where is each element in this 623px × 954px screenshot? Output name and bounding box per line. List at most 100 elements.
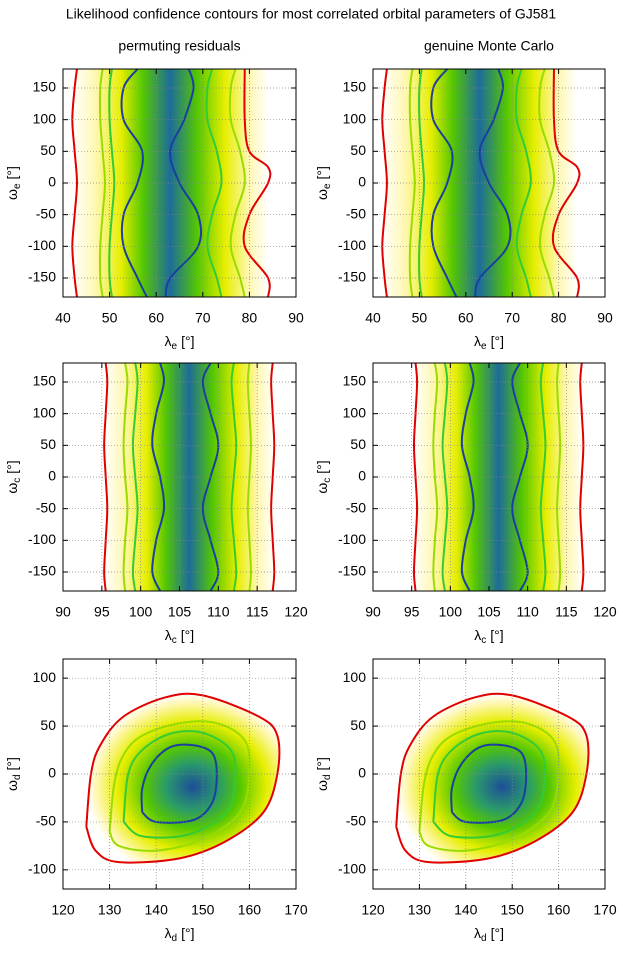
x-tick-label: 60 [458,310,474,326]
x-axis-label: λd [°] [474,925,504,944]
plot-area [381,69,581,297]
x-tick-label: 90 [288,310,304,326]
y-axis-unit: [°] [314,460,330,473]
figure-title: Likelihood confidence contours for most … [66,6,556,22]
plot-area [395,692,590,864]
y-axis-subscript: e [12,183,23,189]
x-axis-subscript: c [172,635,177,646]
y-tick-label: 50 [350,436,366,452]
contour-line [441,363,449,591]
y-tick-label: 150 [33,79,57,95]
y-tick-label: 100 [33,404,57,420]
x-axis-label: λc [°] [165,627,194,646]
x-axis-symbol: λ [165,627,172,643]
contour-line [432,730,547,839]
y-axis-symbol: ω [4,483,20,494]
y-tick-label: 50 [40,436,56,452]
panel-title: genuine Monte Carlo [424,38,554,54]
y-axis-label: ωe [°] [4,166,23,200]
x-tick-label: 60 [148,310,164,326]
x-tick-label: 160 [238,902,262,918]
x-tick-label: 150 [501,902,525,918]
y-tick-label: 100 [33,669,57,685]
x-axis-unit: [°] [181,333,194,349]
contour-line [122,363,129,591]
contour-line [85,692,281,864]
plot-area [412,363,585,591]
y-axis-subscript: d [12,774,23,780]
x-axis-symbol: λ [474,925,481,941]
x-tick-label: 90 [597,310,613,326]
x-tick-label: 40 [55,310,71,326]
contour-line [242,69,272,297]
y-tick-label: 0 [358,765,366,781]
x-axis-symbol: λ [165,333,172,349]
y-axis-symbol: ω [314,189,330,200]
y-axis-label: ωd [°] [4,757,23,791]
y-tick-label: -50 [346,813,366,829]
contour-line [514,69,532,297]
y-tick-label: 100 [343,669,367,685]
y-axis-unit: [°] [4,166,20,179]
x-tick-label: 170 [284,902,308,918]
x-axis-unit: [°] [491,333,504,349]
contour-line [164,69,203,297]
x-axis-label: λe [°] [165,333,195,352]
y-axis-subscript: c [322,478,333,483]
panel: 90 95 100 105 110 115 120 -150 -100 -50 0 50 100 150 λ… [314,362,617,646]
y-tick-label: 50 [40,717,56,733]
x-tick-label: 50 [102,310,118,326]
x-axis-subscript: d [172,933,178,944]
y-tick-label: 0 [358,468,366,484]
x-axis-symbol: λ [165,925,172,941]
contour-line [408,69,416,297]
y-axis-subscript: e [322,183,333,189]
contour-line [381,69,388,297]
density [86,693,280,863]
x-axis-unit: [°] [491,925,504,941]
contour-line [71,69,78,297]
x-tick-label: 160 [547,902,571,918]
y-axis-subscript: d [322,774,333,780]
x-axis-symbol: λ [474,627,481,643]
x-axis-subscript: e [172,341,178,352]
y-tick-label: 100 [343,110,367,126]
x-tick-label: 105 [477,604,501,620]
x-tick-label: 70 [195,310,211,326]
y-axis-label: ωc [°] [314,460,333,493]
x-axis-label: λc [°] [474,627,503,646]
contour-line [556,363,562,591]
y-tick-label: -100 [28,531,56,547]
x-tick-label: 80 [551,310,567,326]
y-tick-label: 0 [48,765,56,781]
density [72,69,269,297]
y-tick-label: 100 [343,404,367,420]
x-axis-unit: [°] [181,627,194,643]
density [396,693,589,863]
y-tick-label: -150 [28,269,56,285]
x-tick-label: 110 [207,604,230,620]
contour-line [151,363,166,591]
x-tick-label: 70 [504,310,520,326]
x-tick-label: 90 [365,604,381,620]
x-axis-label: λe [°] [474,333,504,352]
contour-line [474,69,512,297]
y-tick-label: 0 [48,174,56,190]
y-tick-label: -100 [338,531,366,547]
contour-line [98,69,106,297]
y-tick-label: 50 [350,717,366,733]
contour-line [579,363,585,591]
plot-area [71,69,272,297]
x-tick-label: 120 [284,604,308,620]
x-tick-label: 50 [412,310,428,326]
x-tick-label: 120 [51,902,75,918]
y-axis-label: ωd [°] [314,757,333,791]
contour-line [120,69,148,297]
x-tick-label: 120 [361,902,385,918]
x-tick-label: 115 [246,604,269,620]
x-tick-label: 80 [242,310,258,326]
